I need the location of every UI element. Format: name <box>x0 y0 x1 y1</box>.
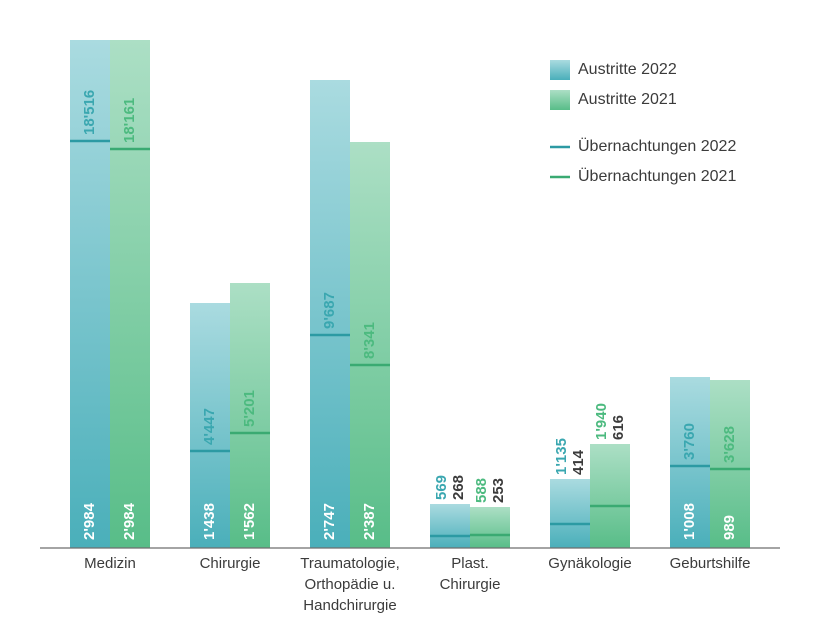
legend-label-2: Übernachtungen 2022 <box>578 137 736 155</box>
bar-label-2022-1: 1'438 <box>201 503 218 540</box>
line-label-2022-5: 3'760 <box>681 423 698 460</box>
value-labels-group: 2'984 18'516 2'984 18'161 1'438 4'447 1'562 5'2… <box>81 90 738 540</box>
legend: Austritte 2022 Austritte 2021 Übernachtung… <box>550 60 736 185</box>
category-label-2-line-0: Traumatologie, <box>300 555 400 572</box>
bar-label-2021-0: 2'984 <box>121 502 138 540</box>
bar-austritte-2022-2 <box>310 80 350 548</box>
line-label-2022-4: 1'135 <box>553 438 570 475</box>
line-label-2022-1: 4'447 <box>201 408 218 445</box>
bar-austritte-2022-4 <box>550 479 590 548</box>
line-label-2022-3: 569 <box>433 475 450 500</box>
legend-swatch-1 <box>550 90 570 110</box>
category-label-5-line-0: Geburtshilfe <box>670 555 751 572</box>
bar-austritte-2021-4 <box>590 444 630 548</box>
line-label-2021-0: 18'161 <box>121 98 138 143</box>
bar-label-2021-3: 253 <box>490 478 507 503</box>
bar-label-2022-5: 1'008 <box>681 503 698 540</box>
line-label-2021-3: 588 <box>473 478 490 503</box>
bar-austritte-2021-2 <box>350 142 390 548</box>
category-label-1-line-0: Chirurgie <box>200 555 261 572</box>
category-label-2-line-2: Handchirurgie <box>303 597 396 614</box>
line-label-2022-0: 18'516 <box>81 90 98 135</box>
category-label-3-line-1: Chirurgie <box>440 576 501 593</box>
category-label-0-line-0: Medizin <box>84 555 136 572</box>
bars-group <box>70 40 750 548</box>
bar-label-2021-4: 616 <box>610 415 627 440</box>
line-label-2021-5: 3'628 <box>721 426 738 463</box>
bar-label-2022-3: 268 <box>450 475 467 500</box>
bar-austritte-2021-3 <box>470 507 510 548</box>
bar-austritte-2021-5 <box>710 380 750 548</box>
bar-label-2021-5: 989 <box>721 515 738 540</box>
bar-label-2021-2: 2'387 <box>361 503 378 540</box>
legend-label-0: Austritte 2022 <box>578 61 677 78</box>
legend-swatch-0 <box>550 60 570 80</box>
legend-label-1: Austritte 2021 <box>578 91 677 108</box>
bar-label-2022-0: 2'984 <box>81 502 98 540</box>
legend-label-3: Übernachtungen 2021 <box>578 167 736 185</box>
bar-label-2021-1: 1'562 <box>241 503 258 540</box>
category-label-2-line-1: Orthopädie u. <box>305 576 396 593</box>
category-label-4-line-0: Gynäkologie <box>548 555 631 572</box>
bar-austritte-2021-0 <box>110 40 150 548</box>
category-labels-group: Medizin Chirurgie Traumatologie, Orthopädie… <box>84 555 750 614</box>
line-label-2021-1: 5'201 <box>241 390 258 427</box>
bar-austritte-2022-3 <box>430 504 470 548</box>
category-label-3-line-0: Plast. <box>451 555 489 572</box>
bar-label-2022-2: 2'747 <box>321 503 338 540</box>
line-label-2021-4: 1'940 <box>593 403 610 440</box>
bar-label-2022-4: 414 <box>570 449 587 475</box>
line-label-2021-2: 8'341 <box>361 322 378 359</box>
bar-austritte-2022-1 <box>190 303 230 548</box>
bar-austritte-2022-0 <box>70 40 110 548</box>
bar-austritte-2021-1 <box>230 283 270 548</box>
line-label-2022-2: 9'687 <box>321 292 338 329</box>
bar-austritte-2022-5 <box>670 377 710 548</box>
